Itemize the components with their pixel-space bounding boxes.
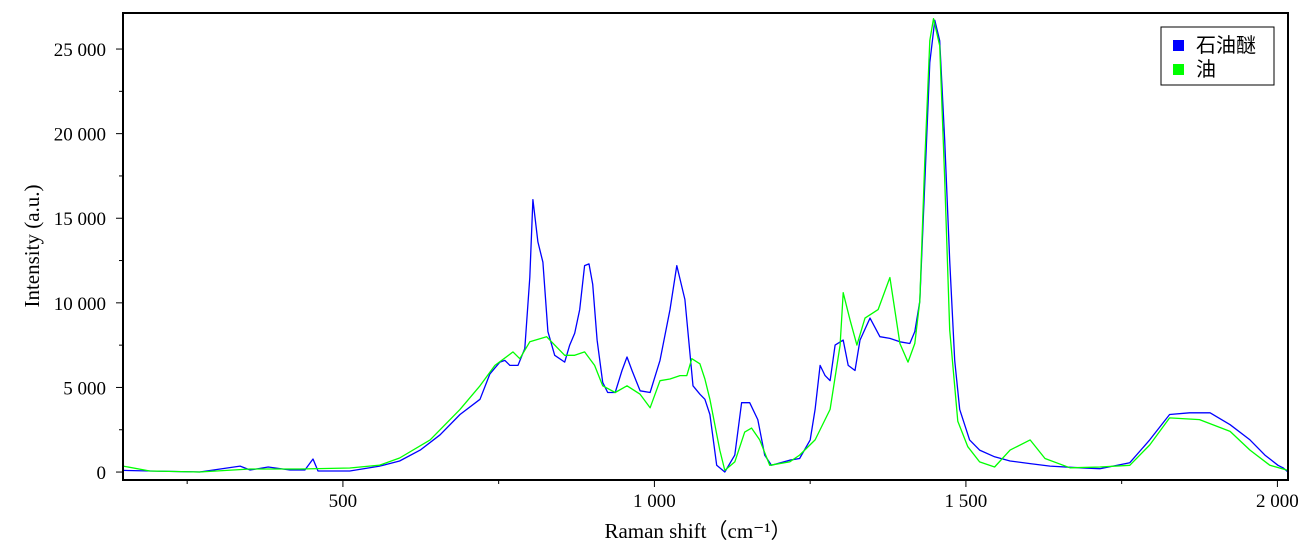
legend-swatch-1 [1173,64,1184,75]
series-lines [122,17,1289,473]
x-tick-label: 1 500 [945,491,988,512]
y-axis-label: Intensity (a.u.) [20,184,44,307]
y-tick-label: 0 [97,463,107,484]
x-axis-label: Raman shift（cm⁻¹） [604,519,791,542]
legend-label-1: 油 [1196,58,1216,81]
axis-ticks [116,48,1278,487]
legend: 石油醚 油 [1160,26,1275,86]
axis-tick-labels: 500 1 000 1 500 2 000 0 5 000 10 000 15 000 20 0… [54,40,1299,512]
x-tick-label: 1 000 [633,491,676,512]
y-tick-label: 25 000 [54,40,106,61]
legend-box [1160,26,1275,86]
legend-label-0: 石油醚 [1196,34,1256,57]
x-tick-label: 500 [329,491,358,512]
y-tick-label: 5 000 [63,378,106,399]
series-line-1 [122,17,1289,473]
x-tick-label: 2 000 [1256,491,1299,512]
legend-swatch-0 [1173,40,1184,51]
series-line-0 [122,19,1289,473]
y-tick-label: 15 000 [54,209,106,230]
plot-frame [122,12,1289,481]
y-tick-label: 20 000 [54,125,106,146]
y-tick-label: 10 000 [54,294,106,315]
